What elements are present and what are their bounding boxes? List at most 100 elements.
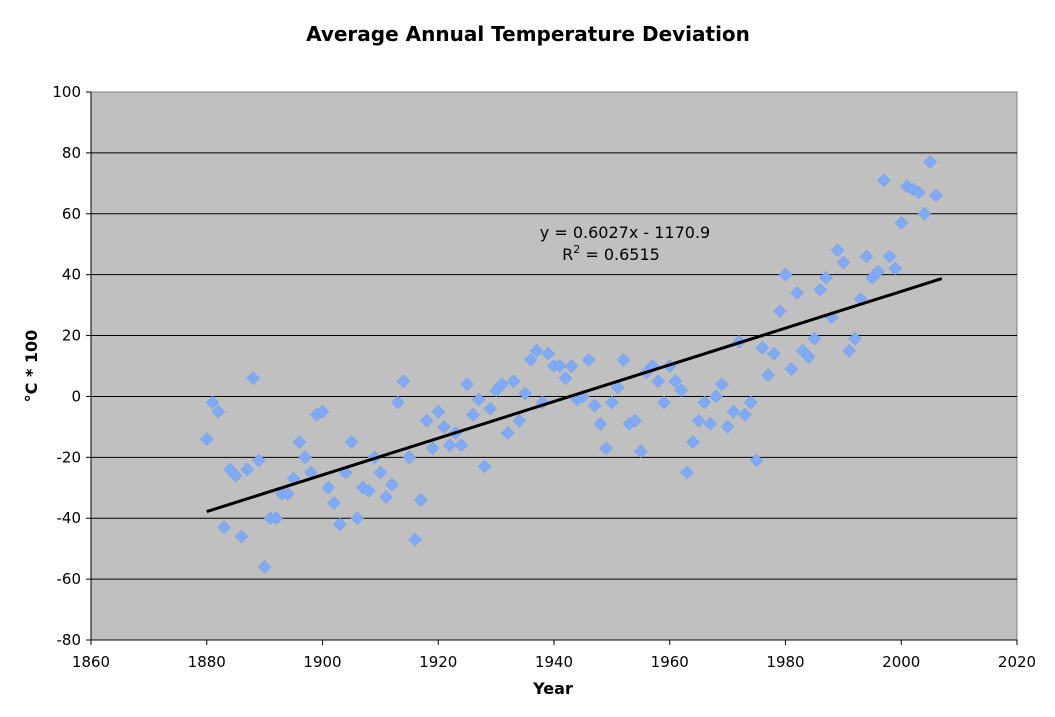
data-point	[599, 441, 613, 456]
data-point	[668, 374, 683, 389]
data-point	[292, 435, 307, 449]
data-point	[628, 413, 642, 428]
data-point	[240, 462, 255, 477]
data-point	[541, 346, 556, 361]
data-point	[819, 270, 833, 285]
data-point	[228, 468, 243, 483]
data-point	[471, 392, 486, 407]
tick-labels: 100 80 60 40 20 0 -20 -40 -60 -80 1860 1880 1900 1920…	[52, 83, 1036, 671]
data-point	[199, 432, 214, 446]
data-point	[929, 188, 943, 203]
data-point	[315, 404, 330, 419]
x-tick-label: 1940	[535, 653, 573, 671]
data-point	[738, 407, 752, 422]
y-tick-label: 20	[62, 327, 81, 345]
data-point	[425, 441, 440, 456]
x-tick-label: 1860	[72, 653, 110, 671]
data-point	[280, 487, 295, 501]
data-point	[680, 465, 694, 480]
data-point	[686, 435, 700, 449]
data-point	[298, 450, 312, 465]
data-point	[483, 401, 498, 416]
data-point	[581, 353, 596, 367]
data-point	[361, 483, 376, 498]
data-point	[500, 426, 515, 440]
data-point	[506, 374, 521, 389]
data-point	[605, 395, 619, 410]
data-point	[761, 368, 775, 382]
data-point	[379, 490, 394, 504]
y-tick-label: 0	[71, 387, 81, 405]
data-point	[518, 386, 532, 401]
x-tick-label: 2000	[882, 653, 920, 671]
data-point	[466, 407, 480, 422]
data-point	[871, 264, 885, 279]
data-point	[848, 331, 862, 346]
data-points	[199, 155, 943, 574]
x-tick-label: 1880	[188, 653, 226, 671]
data-point	[333, 517, 347, 532]
data-point	[877, 173, 891, 188]
data-point	[523, 353, 538, 367]
trendline	[206, 277, 943, 514]
data-point	[460, 377, 475, 392]
x-tick-label: 1900	[303, 653, 341, 671]
data-point	[772, 304, 787, 319]
x-tick-label: 1980	[766, 653, 804, 671]
data-point	[442, 438, 457, 453]
y-tick-label: -80	[57, 631, 82, 649]
data-point	[217, 520, 231, 535]
data-point	[616, 353, 631, 367]
data-point	[657, 395, 671, 410]
data-point	[923, 155, 938, 169]
data-point	[211, 404, 226, 419]
data-point	[911, 185, 926, 200]
data-point	[495, 377, 509, 392]
r-squared-superscript: 2	[573, 243, 580, 256]
data-point	[633, 444, 648, 459]
data-point	[894, 216, 909, 230]
data-point	[350, 511, 365, 526]
data-point	[726, 404, 741, 419]
data-point	[882, 249, 897, 264]
data-point	[454, 438, 469, 453]
x-tick-label: 2020	[998, 653, 1036, 671]
data-point	[743, 395, 758, 410]
data-point	[767, 346, 781, 361]
data-point	[749, 453, 764, 468]
data-point	[344, 435, 359, 449]
x-axis-title: Year	[532, 679, 573, 698]
data-point	[610, 380, 625, 395]
data-point	[437, 420, 451, 434]
x-tick-label: 1920	[419, 653, 457, 671]
data-point	[836, 255, 851, 270]
data-point	[755, 340, 770, 355]
data-point	[402, 450, 417, 465]
y-tick-label: 40	[62, 266, 81, 284]
data-point	[587, 398, 602, 413]
data-point	[390, 395, 405, 410]
data-point	[709, 389, 723, 404]
data-point	[807, 331, 822, 346]
data-point	[859, 249, 874, 264]
trendline-equation: y = 0.6027x - 1170.9	[540, 223, 710, 242]
data-point	[778, 267, 793, 282]
data-point	[784, 362, 799, 376]
data-point	[558, 371, 573, 386]
chart-title: Average Annual Temperature Deviation	[306, 22, 750, 46]
data-point	[888, 261, 903, 276]
data-point	[234, 529, 249, 544]
data-point	[813, 283, 828, 297]
y-tick-label: 100	[52, 83, 81, 101]
y-tick-label: 60	[62, 205, 81, 223]
data-point	[373, 465, 388, 480]
data-point	[697, 395, 712, 410]
data-point	[720, 420, 735, 434]
data-point	[321, 480, 336, 495]
x-tick-label: 1960	[651, 653, 689, 671]
trendline-group	[206, 277, 943, 514]
data-point	[419, 413, 434, 428]
y-tick-label: 80	[62, 144, 81, 162]
data-point	[257, 560, 272, 574]
